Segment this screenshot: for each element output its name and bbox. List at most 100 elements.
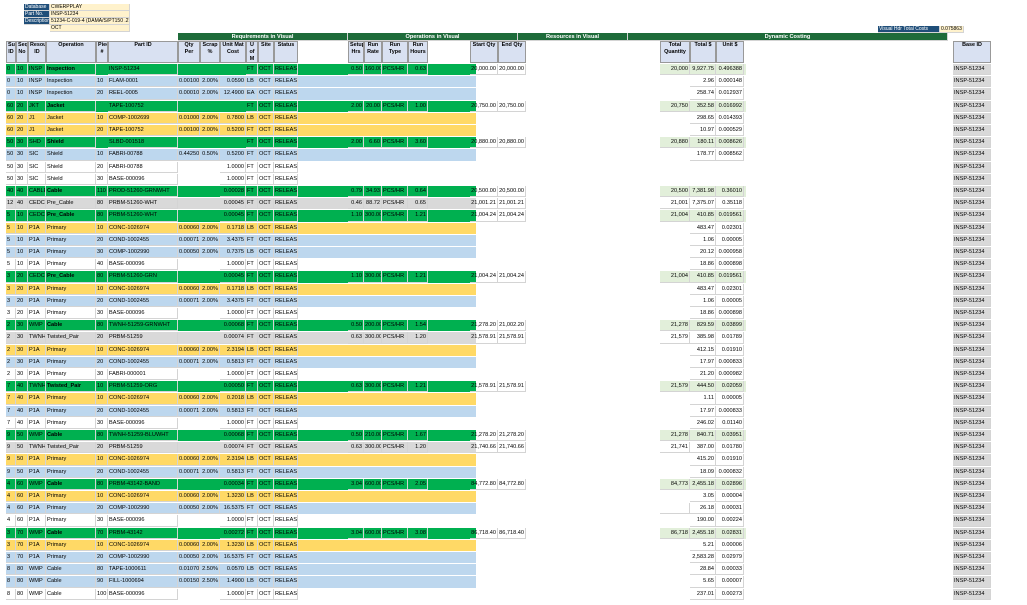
- cell: RELEASED: [274, 308, 298, 320]
- cell: 21,278.20: [470, 430, 498, 442]
- cell: 21,001.21: [498, 198, 526, 210]
- row-band: [6, 356, 476, 368]
- column-header: Unit Mat Cost: [220, 41, 246, 63]
- cell: RELEASED: [274, 149, 298, 161]
- cell: 2.00%: [200, 234, 220, 246]
- cell: Primary: [46, 308, 96, 320]
- cell: 4: [6, 515, 16, 527]
- visual-total-value: 0.075863: [940, 26, 964, 33]
- cell: 0.7800: [220, 112, 246, 124]
- cell: 0.00071: [178, 295, 200, 307]
- cell: Primary: [46, 259, 96, 271]
- cell: 21,740.66: [470, 442, 498, 454]
- cell: 2: [6, 320, 16, 332]
- cell: 20: [96, 552, 108, 564]
- cell: INSP: [28, 88, 46, 100]
- cell: INSP-51234: [953, 564, 991, 576]
- cell: P1A: [28, 283, 46, 295]
- cell: 20: [96, 356, 108, 368]
- cell: OCT: [258, 552, 274, 564]
- cell: P1A: [28, 234, 46, 246]
- cell: 50: [16, 430, 28, 442]
- cell: INSP-51234: [953, 64, 991, 76]
- cell: FT: [246, 405, 258, 417]
- cell: LB: [246, 393, 258, 405]
- cell: RELEASED: [274, 393, 298, 405]
- cell: 26.18: [690, 503, 716, 515]
- row-band: [660, 198, 746, 210]
- cell: 20,880.00: [470, 137, 498, 149]
- cell: 9: [6, 442, 16, 454]
- cell: COMP-1002990: [108, 247, 178, 259]
- cell: PCS/HR: [382, 64, 408, 76]
- cell: Jacket: [46, 112, 96, 124]
- cell: PCS/HR: [382, 320, 408, 332]
- row-band: [6, 442, 476, 454]
- row-band: [660, 161, 746, 173]
- cell: 80: [96, 271, 108, 283]
- cell: OCT: [258, 125, 274, 137]
- row-band: [660, 222, 746, 234]
- cell: RELEASED: [274, 381, 298, 393]
- row-band: [6, 271, 476, 283]
- cell: 0.00007: [716, 576, 744, 588]
- column-header: Part ID: [108, 41, 178, 63]
- cell: Cable: [46, 564, 96, 576]
- cell: PCS/HR: [382, 210, 408, 222]
- cell: Inspection: [46, 76, 96, 88]
- cell: COND-1002455: [108, 234, 178, 246]
- cell: WMP: [28, 576, 46, 588]
- cell: FT: [246, 173, 258, 185]
- row-band: [6, 210, 476, 222]
- section-header: Dynamic Costing: [628, 33, 948, 41]
- cell: 20,750.00: [470, 100, 498, 112]
- cell: INSP-51234: [953, 137, 991, 149]
- cell: 0.000833: [716, 356, 744, 368]
- cell: 10: [96, 76, 108, 88]
- cell: 300.00: [364, 332, 382, 344]
- visual-total-label: Visual Hdr Total Costs: [878, 26, 940, 33]
- column-header: Run Type: [382, 41, 408, 63]
- cell: 0.00004: [716, 491, 744, 503]
- cell: TAPE-1000611: [108, 564, 178, 576]
- cell: Primary: [46, 491, 96, 503]
- row-band: [660, 417, 746, 429]
- cell: LB: [246, 491, 258, 503]
- cell: RELEASED: [274, 478, 298, 490]
- column-header: Sub ID: [6, 41, 16, 63]
- cell: INSP-51234: [953, 454, 991, 466]
- row-band: [660, 283, 746, 295]
- row-band: [6, 295, 476, 307]
- cell: Cable: [46, 527, 96, 539]
- cell: 0.50: [348, 320, 364, 332]
- row-band: [660, 234, 746, 246]
- cell: LB: [246, 247, 258, 259]
- cell: 2.00%: [200, 295, 220, 307]
- cell: OCT: [258, 88, 274, 100]
- cell: 0.02896: [716, 478, 744, 490]
- row-band: [660, 173, 746, 185]
- cell: 1.0000: [220, 417, 246, 429]
- cell: FT: [246, 125, 258, 137]
- cell: 84,772.80: [498, 478, 526, 490]
- cell: 1.0000: [220, 369, 246, 381]
- cell: LB: [246, 76, 258, 88]
- cell: Inspection: [46, 88, 96, 100]
- cell: 10: [96, 283, 108, 295]
- cell: TAPE-100752: [108, 100, 178, 112]
- cell: Twisted_Pair: [46, 442, 96, 454]
- cell: 0.012937: [716, 88, 744, 100]
- cell: 4: [6, 503, 16, 515]
- cell: INSP-51234: [953, 161, 991, 173]
- cell: 0.00034: [220, 478, 246, 490]
- cell: 30: [16, 344, 28, 356]
- cell: 2.50%: [200, 576, 220, 588]
- cell: 0.0570: [220, 564, 246, 576]
- cell: 21,001.21: [470, 198, 498, 210]
- cell: LB: [246, 454, 258, 466]
- cell: PRBM-51260-GRN: [108, 271, 178, 283]
- cell: CONC-1026974: [108, 539, 178, 551]
- cell: 0.019561: [716, 210, 744, 222]
- cell: RELEASED: [274, 356, 298, 368]
- cell: 40: [16, 186, 28, 198]
